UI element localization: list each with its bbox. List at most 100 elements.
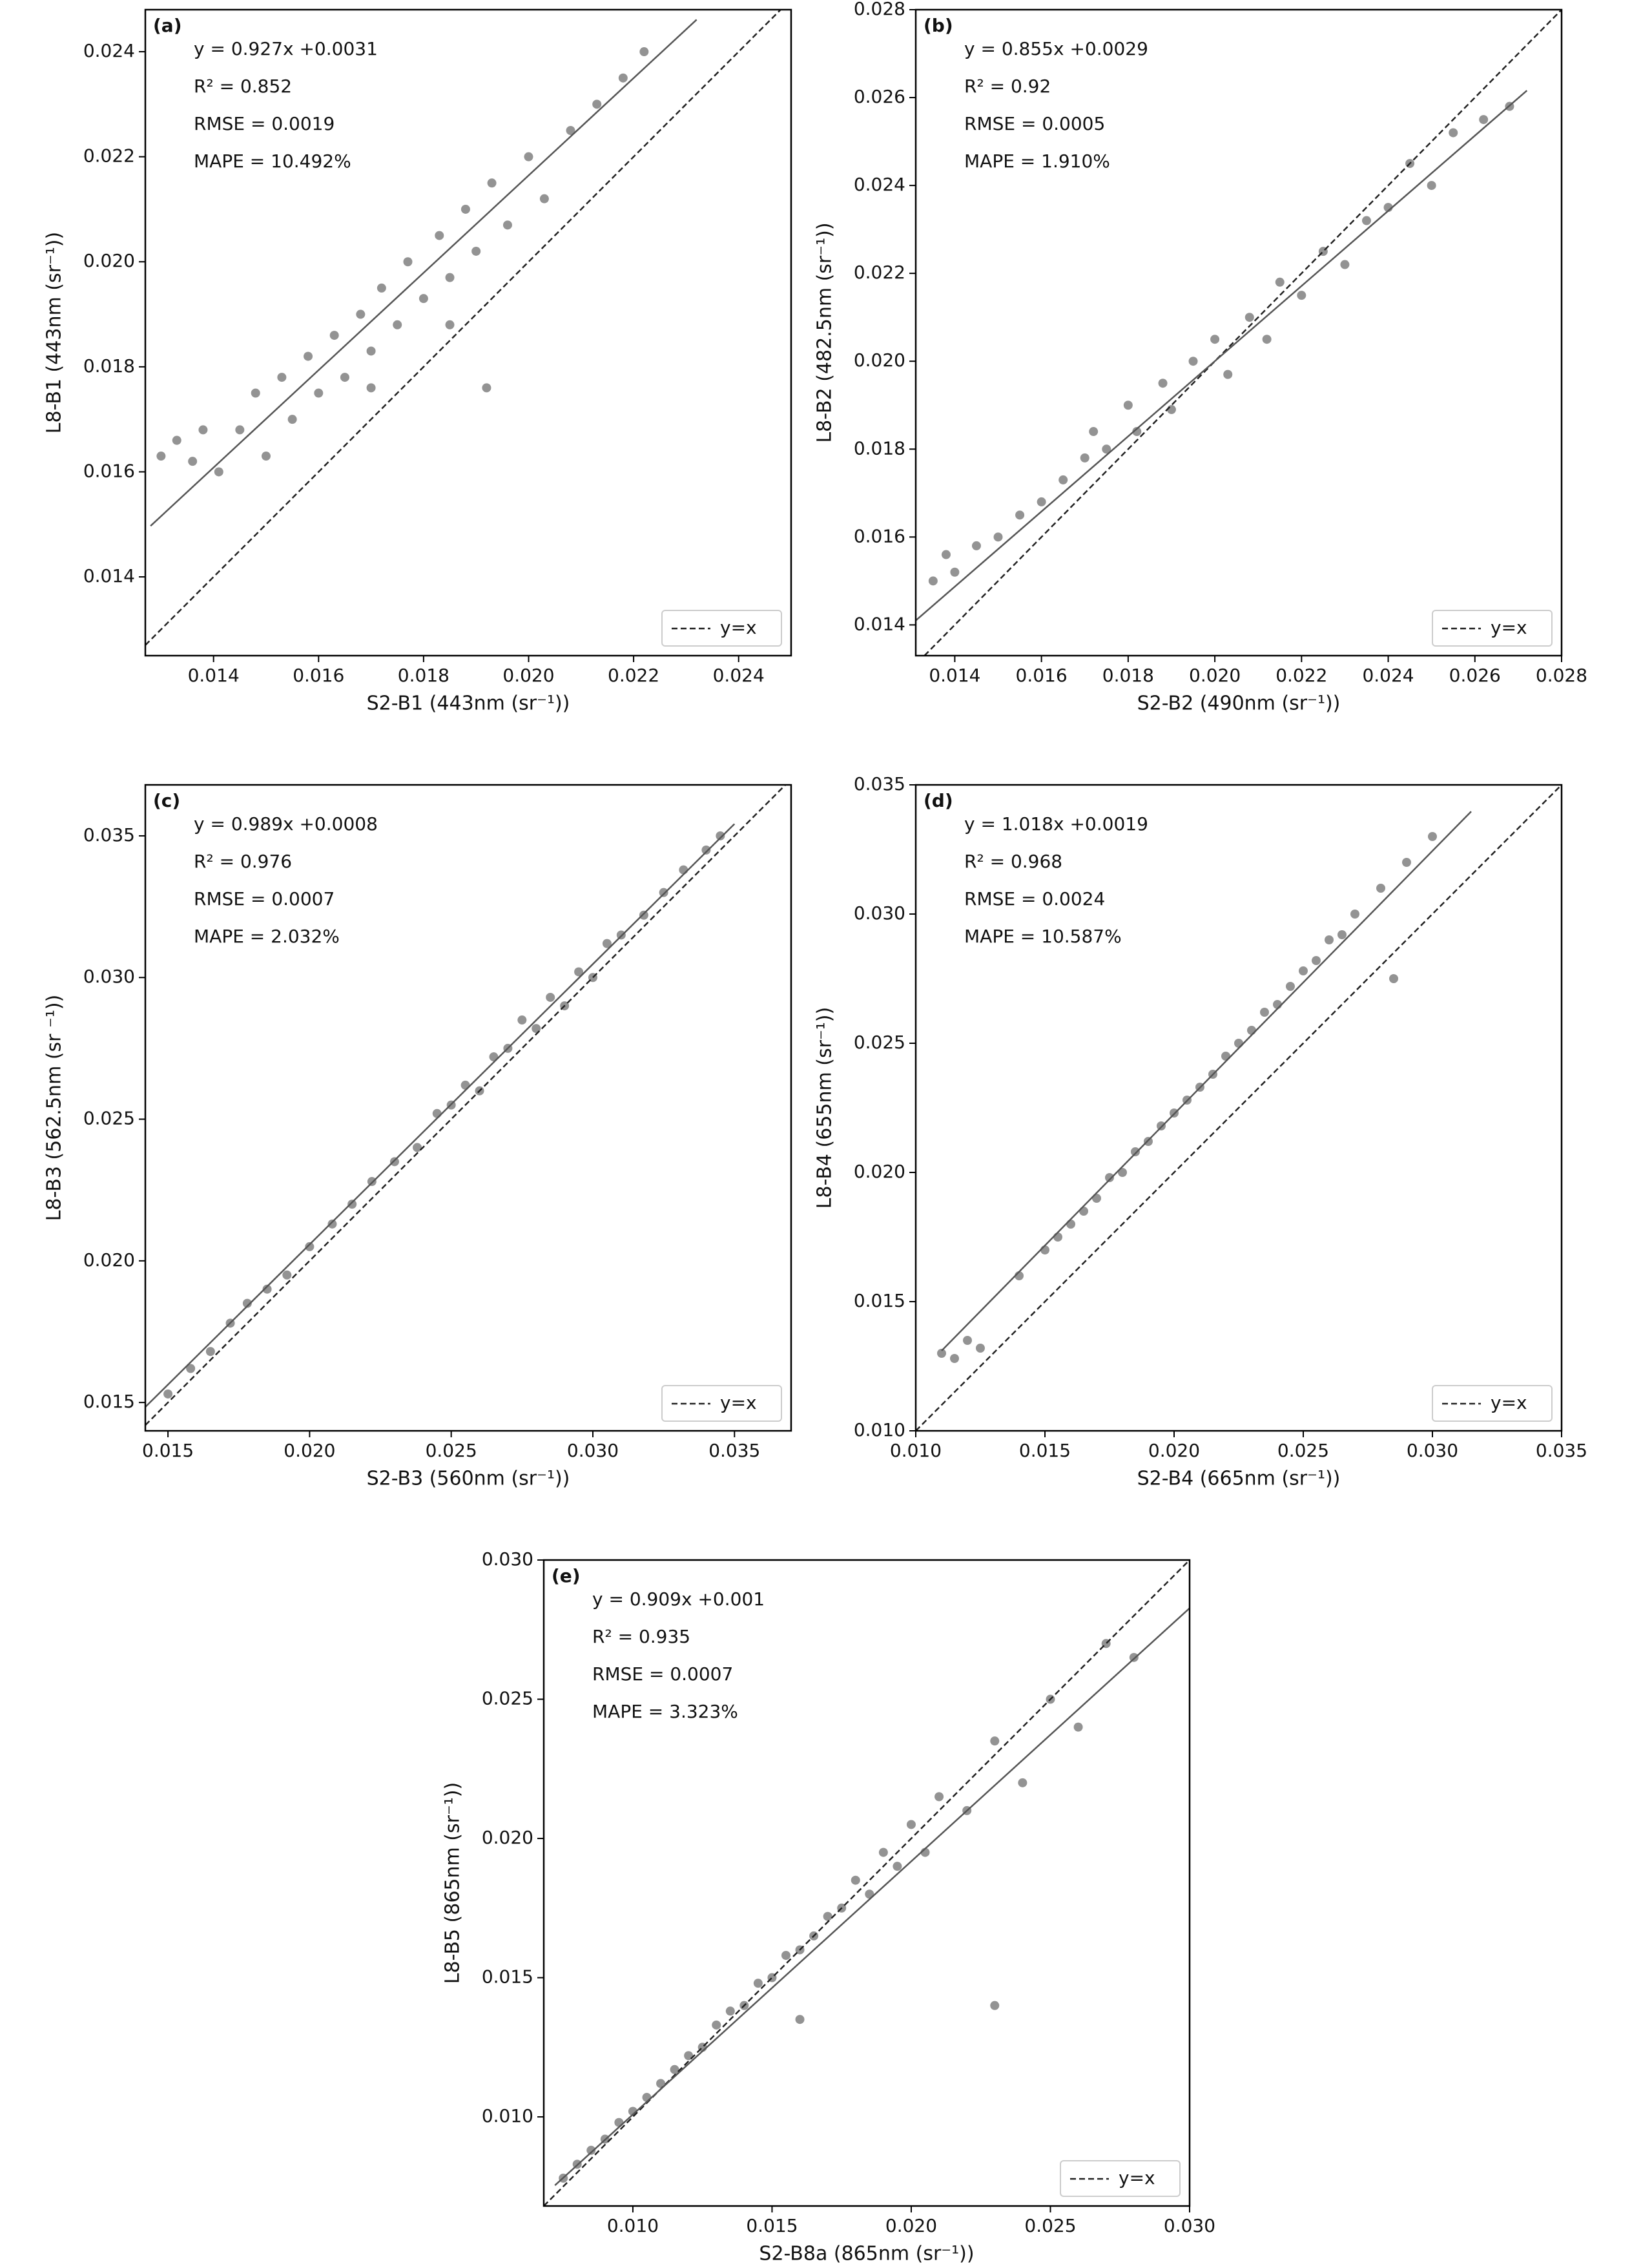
annotation: MAPE = 3.323%: [592, 1701, 738, 1722]
y-tick-label: 0.022: [854, 262, 905, 283]
y-tick-label: 0.024: [854, 174, 905, 195]
panel-label: (d): [924, 790, 953, 811]
point: [347, 1200, 357, 1209]
annotation: RMSE = 0.0007: [592, 1663, 733, 1685]
panel-label: (e): [552, 1565, 581, 1587]
point: [329, 331, 339, 340]
point: [156, 452, 166, 461]
x-tick-label: 0.024: [713, 665, 765, 686]
point: [614, 2117, 624, 2127]
x-tick-label: 0.020: [885, 2215, 937, 2236]
annotation: R² = 0.935: [592, 1626, 690, 1647]
point: [188, 457, 198, 466]
point: [502, 220, 512, 230]
point: [1015, 510, 1025, 520]
point: [460, 204, 470, 214]
axes-frame: [914, 784, 1563, 1432]
point: [261, 452, 271, 461]
x-tick-label: 0.020: [1189, 665, 1241, 686]
x-axis-label: S2-B8a (865nm (sr⁻¹)): [759, 2243, 974, 2265]
x-tick-label: 0.018: [1102, 665, 1154, 686]
point: [487, 178, 497, 188]
point: [937, 1349, 946, 1358]
annotation: MAPE = 10.587%: [964, 926, 1122, 947]
y-axis-label: L8-B3 (562.5nm (sr ⁻¹)): [43, 995, 66, 1222]
point: [639, 47, 649, 57]
point: [716, 831, 725, 840]
y-tick-label: 0.010: [854, 1419, 905, 1441]
identity-line: [924, 10, 1562, 656]
annotation: y = 0.855x +0.0029: [964, 38, 1148, 59]
point: [1058, 475, 1068, 484]
point: [1244, 313, 1254, 322]
point: [592, 99, 602, 109]
identity-line: [145, 10, 781, 646]
point: [618, 73, 628, 83]
point: [1350, 910, 1359, 919]
point: [823, 1911, 832, 1921]
annotation: y = 1.018x +0.0019: [964, 813, 1148, 835]
point: [586, 2145, 596, 2155]
point: [1297, 291, 1306, 300]
x-axis-label: S2-B1 (443nm (sr⁻¹)): [367, 692, 570, 715]
y-tick-label: 0.015: [482, 1966, 533, 1988]
x-tick-label: 0.016: [293, 665, 344, 686]
point: [356, 309, 366, 319]
x-tick-label: 0.030: [1164, 2215, 1215, 2236]
point: [1018, 1778, 1027, 1787]
point: [418, 294, 428, 304]
x-tick-label: 0.022: [608, 665, 659, 686]
point: [893, 1862, 902, 1871]
point: [1428, 832, 1437, 841]
legend-box: [661, 1385, 782, 1422]
x-tick-label: 0.020: [1148, 1440, 1200, 1461]
point: [251, 388, 260, 398]
axes-frame: [144, 8, 792, 657]
x-tick-label: 0.035: [708, 1440, 760, 1461]
x-tick-label: 0.028: [1536, 665, 1587, 686]
plot-area: [145, 785, 787, 1426]
point: [574, 967, 584, 977]
fit-line: [941, 811, 1472, 1351]
x-tick-label: 0.010: [890, 1440, 942, 1461]
x-tick-label: 0.015: [746, 2215, 798, 2236]
point: [205, 1347, 215, 1357]
point: [928, 576, 938, 586]
y-tick-label: 0.024: [83, 40, 135, 61]
x-tick-label: 0.022: [1275, 665, 1327, 686]
point: [950, 1354, 959, 1363]
y-tick-label: 0.018: [83, 355, 135, 377]
point: [242, 1298, 252, 1308]
point: [393, 320, 402, 329]
point: [1157, 1121, 1166, 1130]
point: [340, 373, 349, 382]
plot-area: [916, 785, 1562, 1431]
point: [1073, 1722, 1083, 1732]
point: [781, 1951, 790, 1961]
y-tick-label: 0.015: [854, 1290, 905, 1311]
axes-frame: [542, 1559, 1191, 2207]
point: [413, 1143, 422, 1152]
point: [1299, 966, 1308, 975]
annotation: MAPE = 1.910%: [964, 151, 1110, 172]
axes-frame: [144, 784, 792, 1432]
point: [198, 425, 208, 435]
legend-box: [1060, 2160, 1181, 2197]
point: [639, 910, 648, 920]
point: [1260, 1008, 1269, 1017]
point: [878, 1847, 888, 1857]
point: [1210, 335, 1220, 344]
point: [327, 1219, 337, 1229]
point: [990, 1736, 1000, 1746]
fit-line: [150, 19, 697, 527]
x-tick-label: 0.024: [1362, 665, 1414, 686]
point: [990, 2001, 1000, 2010]
annotation: RMSE = 0.0007: [194, 888, 335, 910]
annotation: y = 0.989x +0.0008: [194, 813, 378, 835]
y-tick-label: 0.018: [854, 437, 905, 459]
point: [282, 1270, 292, 1280]
point: [287, 415, 297, 424]
legend-label: y=x: [720, 617, 757, 638]
x-tick-label: 0.015: [1019, 1440, 1071, 1461]
